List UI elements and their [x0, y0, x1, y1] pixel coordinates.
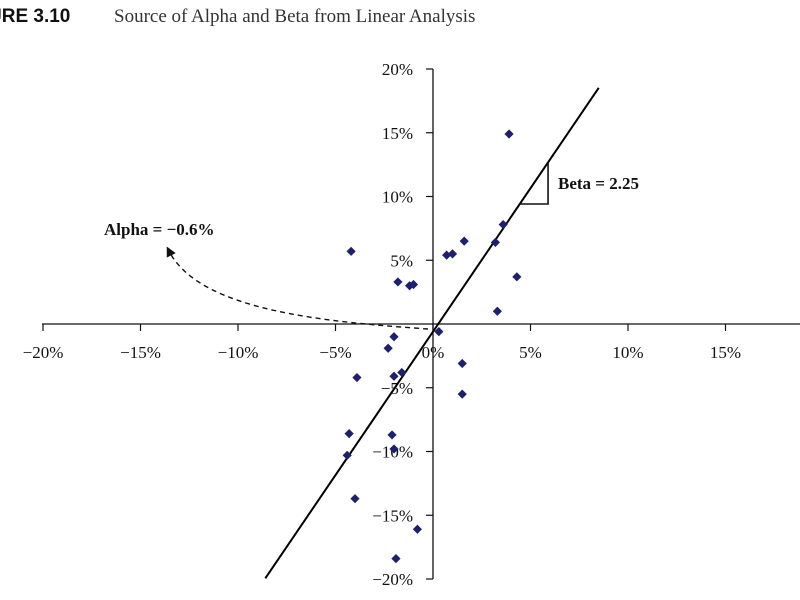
data-point: [442, 250, 452, 260]
figure-title: Source of Alpha and Beta from Linear Ana…: [114, 6, 476, 27]
data-point: [387, 430, 397, 440]
data-point: [383, 343, 393, 353]
x-tick-label: −5%: [319, 343, 351, 362]
y-tick-label: −15%: [372, 506, 413, 525]
data-point: [457, 389, 467, 399]
data-point: [389, 444, 399, 454]
data-point: [389, 332, 399, 342]
y-tick-labels: 20%15%10%5%−5%−10%−15%−20%: [372, 60, 413, 589]
y-tick-label: 15%: [382, 124, 413, 143]
x-tick-label: −20%: [23, 343, 64, 362]
x-tick-label: −15%: [120, 343, 161, 362]
data-point: [490, 237, 500, 247]
beta-label: Beta = 2.25: [558, 174, 639, 193]
regression-layer: [166, 87, 600, 579]
y-tick-label: 5%: [390, 251, 413, 270]
x-tick-label: 15%: [710, 343, 741, 362]
data-points: [342, 129, 522, 564]
data-point: [350, 494, 360, 504]
data-point: [459, 236, 469, 246]
beta-slope-triangle: [519, 162, 549, 205]
data-point: [434, 327, 444, 337]
data-point: [344, 429, 354, 439]
data-point: [512, 272, 522, 282]
annotations: Beta = 2.25 Alpha = −0.6%: [104, 174, 639, 239]
y-tick-label: −5%: [381, 379, 413, 398]
x-tick-label: 5%: [519, 343, 542, 362]
data-point: [346, 246, 356, 256]
figure-number: URE 3.10: [0, 6, 71, 27]
x-tick-label: −10%: [218, 343, 259, 362]
data-point: [397, 367, 407, 378]
data-point: [352, 372, 362, 383]
regression-line: [264, 87, 600, 579]
data-point: [504, 129, 514, 139]
x-tick-labels: −20% −15% −10% −5% 0% 5% 10% 15%: [23, 343, 741, 362]
alpha-arrow: [166, 246, 429, 330]
y-tick-label: −20%: [372, 570, 413, 589]
data-point: [457, 358, 467, 369]
data-point: [408, 279, 419, 290]
data-point: [498, 219, 508, 230]
axes: [42, 68, 800, 580]
data-point: [391, 554, 401, 564]
x-tick-label: 0%: [422, 343, 445, 362]
data-point: [492, 306, 502, 316]
x-tick-label: 10%: [612, 343, 643, 362]
y-tick-label: 10%: [382, 188, 413, 207]
alpha-label: Alpha = −0.6%: [104, 220, 215, 239]
data-point: [342, 450, 352, 460]
y-tick-label: 20%: [382, 60, 413, 79]
data-point: [389, 371, 399, 381]
data-point: [393, 277, 403, 287]
data-point: [412, 524, 422, 534]
